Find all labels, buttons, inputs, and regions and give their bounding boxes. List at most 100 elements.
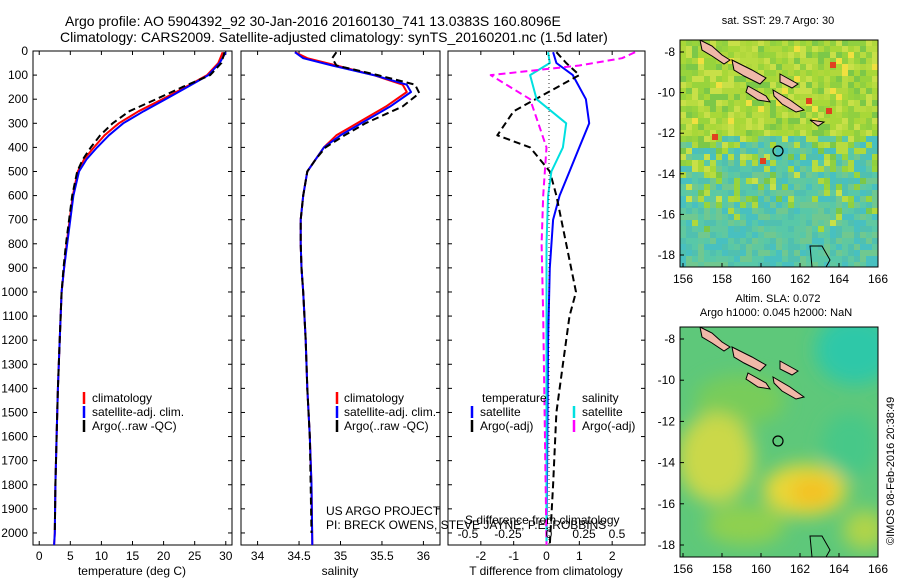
sst-cell	[728, 94, 734, 100]
sst-cell	[818, 220, 824, 226]
x-tick-label: 35.5	[370, 549, 394, 563]
sst-cell	[842, 220, 848, 226]
sst-cell	[722, 232, 728, 238]
sst-cell	[788, 136, 794, 142]
sst-cell	[830, 232, 836, 238]
sst-cell	[692, 190, 698, 196]
sla-map-frame	[679, 326, 879, 558]
sst-cell	[854, 220, 860, 226]
sst-cell	[686, 166, 692, 172]
sst-cell	[788, 148, 794, 154]
sst-cell	[752, 166, 758, 172]
sst-cell	[692, 250, 698, 256]
sst-cell	[776, 226, 782, 232]
sst-cell	[698, 124, 704, 130]
sst-cell	[692, 208, 698, 214]
sst-cell	[812, 232, 818, 238]
sst-cell	[848, 196, 854, 202]
sst-cell	[746, 112, 752, 118]
sst-cell	[746, 40, 752, 46]
series-line	[496, 51, 581, 546]
sst-cell	[698, 238, 704, 244]
sst-cell	[752, 190, 758, 196]
sst-cell	[794, 208, 800, 214]
sst-cell	[728, 124, 734, 130]
sst-cell	[854, 58, 860, 64]
sst-cell	[842, 154, 848, 160]
sst-cell	[776, 208, 782, 214]
sst-cell	[698, 88, 704, 94]
sst-cell	[698, 262, 704, 267]
sst-cell	[746, 232, 752, 238]
copyright-note: ©IMOS 08-Feb-2016 20:38:49	[885, 397, 897, 545]
sst-cell	[836, 58, 842, 64]
salinity-panel-frame	[240, 50, 441, 546]
sst-cell	[836, 148, 842, 154]
sst-cell	[842, 124, 848, 130]
sla-map-title-1: Altim. SLA: 0.072	[736, 293, 821, 305]
sst-cell	[770, 250, 776, 256]
sst-cell	[704, 238, 710, 244]
sst-cell	[782, 232, 788, 238]
sst-cell	[758, 136, 764, 142]
sst-cell	[764, 130, 770, 136]
sst-cell	[782, 64, 788, 70]
sst-cell	[692, 52, 698, 58]
sst-cell	[710, 190, 716, 196]
sst-cell	[698, 70, 704, 76]
sst-cell	[872, 208, 878, 214]
sst-cell	[806, 76, 812, 82]
sst-cell	[788, 196, 794, 202]
sst-cell	[704, 202, 710, 208]
sst-cell	[710, 196, 716, 202]
sst-cell	[728, 88, 734, 94]
sst-cell	[746, 130, 752, 136]
sst-cell	[806, 70, 812, 76]
sst-cell	[728, 142, 734, 148]
x-tick-label: 2	[609, 549, 616, 563]
sst-cell	[716, 148, 722, 154]
sst-cell	[746, 256, 752, 262]
sst-cell	[758, 238, 764, 244]
sst-cell	[836, 256, 842, 262]
sst-cell	[698, 154, 704, 160]
sst-cell	[710, 172, 716, 178]
sst-cell	[824, 136, 830, 142]
sst-cell	[788, 244, 794, 250]
sst-cell	[812, 256, 818, 262]
sst-cell	[770, 154, 776, 160]
sst-cell	[752, 58, 758, 64]
sst-cell	[854, 76, 860, 82]
sst-cell	[698, 244, 704, 250]
sst-cell	[842, 52, 848, 58]
sst-cell	[782, 130, 788, 136]
sst-cell	[740, 220, 746, 226]
sst-cell	[830, 82, 836, 88]
sla-map-tick-labels: -8 -10 -12 -14 -16 -18 156 158 160 162 164 166	[658, 332, 889, 576]
sst-cell	[710, 160, 716, 166]
sst-cell	[776, 196, 782, 202]
depth-tick-label: 1800	[1, 478, 28, 492]
sst-cell	[716, 208, 722, 214]
sst-cell	[842, 40, 848, 46]
sst-map	[680, 40, 878, 267]
difference-xlabel: T difference from climatology	[469, 564, 623, 578]
sst-cell	[860, 58, 866, 64]
sst-cell	[812, 142, 818, 148]
sst-cell	[836, 154, 842, 160]
sst-cell	[716, 160, 722, 166]
sst-cell	[722, 52, 728, 58]
sst-cell	[764, 112, 770, 118]
sst-cell	[842, 100, 848, 106]
sst-cell	[794, 214, 800, 220]
sst-cell	[830, 88, 836, 94]
sst-cell	[764, 238, 770, 244]
sst-land	[699, 40, 831, 267]
sst-cell	[764, 88, 770, 94]
sst-cell	[836, 100, 842, 106]
sst-cell	[740, 226, 746, 232]
sst-cell	[686, 82, 692, 88]
sst-cell	[794, 142, 800, 148]
sst-cell	[806, 130, 812, 136]
sst-cell	[812, 40, 818, 46]
